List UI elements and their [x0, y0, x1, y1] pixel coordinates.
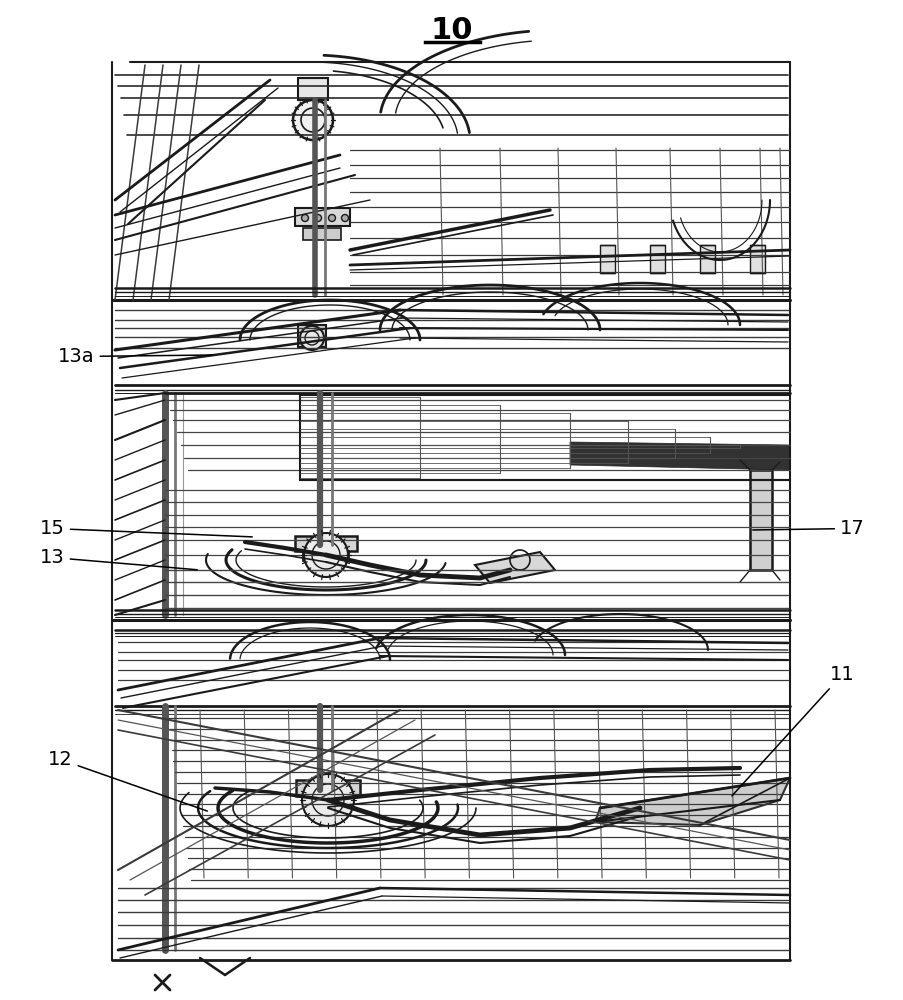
Bar [295, 780, 359, 796]
Circle shape [303, 533, 348, 577]
Circle shape [328, 215, 335, 222]
Text: 17: 17 [752, 519, 864, 538]
Bar [294, 208, 349, 226]
Bar [699, 245, 714, 273]
Bar [303, 228, 340, 240]
Circle shape [314, 215, 321, 222]
Text: 13a: 13a [58, 347, 212, 366]
Text: 10: 10 [430, 16, 473, 45]
Text: 13: 13 [40, 548, 197, 570]
Text: 11: 11 [731, 665, 854, 796]
Text: 12: 12 [48, 750, 207, 811]
Circle shape [300, 326, 323, 350]
Text: 15: 15 [40, 519, 252, 538]
Circle shape [302, 774, 354, 826]
Bar [649, 245, 665, 273]
Bar [600, 245, 614, 273]
Bar [294, 536, 357, 551]
Bar [749, 470, 771, 570]
Circle shape [341, 215, 349, 222]
Bar [749, 245, 764, 273]
Polygon shape [570, 442, 789, 470]
Bar [298, 78, 328, 100]
Polygon shape [594, 778, 789, 825]
Bar [298, 325, 326, 347]
Circle shape [302, 215, 308, 222]
Polygon shape [474, 552, 554, 583]
Bar [303, 551, 349, 561]
Bar [303, 796, 351, 808]
Circle shape [293, 100, 332, 140]
